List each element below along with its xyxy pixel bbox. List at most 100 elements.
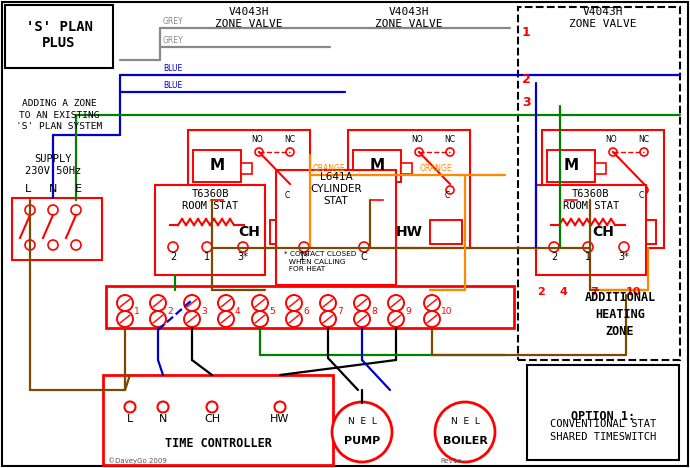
Text: M: M bbox=[564, 159, 578, 174]
Text: NO: NO bbox=[411, 135, 422, 144]
Circle shape bbox=[609, 148, 617, 156]
Circle shape bbox=[424, 295, 440, 311]
Text: ZONE VALVE: ZONE VALVE bbox=[375, 19, 443, 29]
Text: V4043H: V4043H bbox=[388, 7, 429, 17]
Text: ADDITIONAL
HEATING
ZONE: ADDITIONAL HEATING ZONE bbox=[584, 291, 656, 338]
Bar bbox=[430, 220, 462, 244]
Circle shape bbox=[549, 242, 559, 252]
Text: NC: NC bbox=[638, 135, 649, 144]
Circle shape bbox=[117, 295, 133, 311]
Text: ORANGE: ORANGE bbox=[313, 164, 346, 173]
Bar bbox=[5, 5, 113, 68]
Text: GREY: GREY bbox=[163, 36, 184, 45]
Text: 2: 2 bbox=[167, 307, 172, 315]
Text: ROOM STAT: ROOM STAT bbox=[563, 201, 619, 211]
Text: T6360B: T6360B bbox=[191, 189, 229, 199]
Circle shape bbox=[184, 295, 200, 311]
Bar bbox=[348, 130, 470, 248]
Circle shape bbox=[320, 295, 336, 311]
Text: 6: 6 bbox=[303, 307, 308, 315]
Text: V4043H: V4043H bbox=[229, 7, 269, 17]
Text: TIME CONTROLLER: TIME CONTROLLER bbox=[164, 437, 271, 450]
Bar bbox=[624, 220, 656, 244]
Text: V4043H: V4043H bbox=[583, 7, 623, 17]
Text: CH: CH bbox=[592, 225, 614, 239]
Text: SUPPLY
230V 50Hz: SUPPLY 230V 50Hz bbox=[25, 154, 81, 176]
Text: 9: 9 bbox=[405, 307, 411, 315]
Text: 1: 1 bbox=[134, 307, 140, 315]
Text: M: M bbox=[210, 159, 224, 174]
Circle shape bbox=[150, 311, 166, 327]
Text: 2: 2 bbox=[551, 252, 557, 262]
Text: ORANGE: ORANGE bbox=[420, 164, 453, 173]
Text: 2: 2 bbox=[522, 73, 531, 86]
Text: N  E  L: N E L bbox=[348, 417, 377, 426]
Text: HW: HW bbox=[270, 414, 290, 424]
Text: 7: 7 bbox=[590, 287, 598, 297]
Circle shape bbox=[640, 148, 648, 156]
Bar bbox=[193, 150, 241, 182]
Bar bbox=[106, 286, 514, 328]
Text: 1: 1 bbox=[204, 252, 210, 262]
Bar bbox=[401, 163, 412, 174]
Text: OPTION 1:: OPTION 1: bbox=[571, 410, 635, 423]
Circle shape bbox=[71, 205, 81, 215]
Circle shape bbox=[71, 240, 81, 250]
Text: L641A: L641A bbox=[319, 172, 353, 182]
Circle shape bbox=[48, 240, 58, 250]
Text: 10: 10 bbox=[441, 307, 453, 315]
Circle shape bbox=[25, 205, 35, 215]
Text: 4: 4 bbox=[235, 307, 241, 315]
Text: C: C bbox=[361, 252, 367, 262]
Circle shape bbox=[238, 242, 248, 252]
Text: 2: 2 bbox=[537, 287, 544, 297]
Circle shape bbox=[286, 148, 294, 156]
Text: ZONE VALVE: ZONE VALVE bbox=[569, 19, 637, 29]
Circle shape bbox=[583, 242, 593, 252]
Text: BLUE: BLUE bbox=[163, 81, 182, 90]
Text: N  E  L: N E L bbox=[451, 417, 480, 426]
Circle shape bbox=[286, 311, 302, 327]
Circle shape bbox=[371, 194, 383, 206]
Text: L: L bbox=[127, 414, 133, 424]
Text: M: M bbox=[369, 159, 384, 174]
Text: 1: 1 bbox=[585, 252, 591, 262]
Circle shape bbox=[332, 402, 392, 462]
Text: ©DaveyGo 2009: ©DaveyGo 2009 bbox=[108, 457, 167, 464]
Circle shape bbox=[211, 194, 223, 206]
Bar bbox=[542, 130, 664, 248]
Text: 'S' PLAN
PLUS: 'S' PLAN PLUS bbox=[26, 20, 92, 50]
Text: 10: 10 bbox=[626, 287, 642, 297]
Bar bbox=[518, 7, 680, 360]
Bar bbox=[353, 150, 401, 182]
Text: 1*: 1* bbox=[299, 252, 309, 262]
Text: C: C bbox=[445, 191, 451, 200]
Circle shape bbox=[320, 311, 336, 327]
Text: BOILER: BOILER bbox=[442, 436, 487, 446]
Text: L: L bbox=[25, 184, 31, 194]
Text: 2: 2 bbox=[170, 252, 176, 262]
Text: ZONE VALVE: ZONE VALVE bbox=[215, 19, 283, 29]
Bar bbox=[241, 163, 252, 174]
Bar bbox=[276, 170, 396, 285]
Circle shape bbox=[424, 311, 440, 327]
Circle shape bbox=[359, 242, 369, 252]
Bar bbox=[536, 185, 646, 275]
Text: ROOM STAT: ROOM STAT bbox=[182, 201, 238, 211]
Circle shape bbox=[117, 311, 133, 327]
Circle shape bbox=[255, 148, 263, 156]
Circle shape bbox=[252, 295, 268, 311]
Circle shape bbox=[286, 186, 294, 194]
Bar bbox=[155, 185, 265, 275]
Circle shape bbox=[48, 205, 58, 215]
Text: 3*: 3* bbox=[237, 252, 248, 262]
Text: CH: CH bbox=[238, 225, 260, 239]
Text: BLUE: BLUE bbox=[163, 64, 182, 73]
Circle shape bbox=[157, 402, 168, 412]
Circle shape bbox=[446, 186, 454, 194]
Text: CONVENTIONAL STAT
SHARED TIMESWITCH: CONVENTIONAL STAT SHARED TIMESWITCH bbox=[550, 419, 656, 442]
Text: E: E bbox=[75, 184, 81, 194]
Circle shape bbox=[218, 295, 234, 311]
Text: 5: 5 bbox=[269, 307, 275, 315]
Circle shape bbox=[252, 311, 268, 327]
